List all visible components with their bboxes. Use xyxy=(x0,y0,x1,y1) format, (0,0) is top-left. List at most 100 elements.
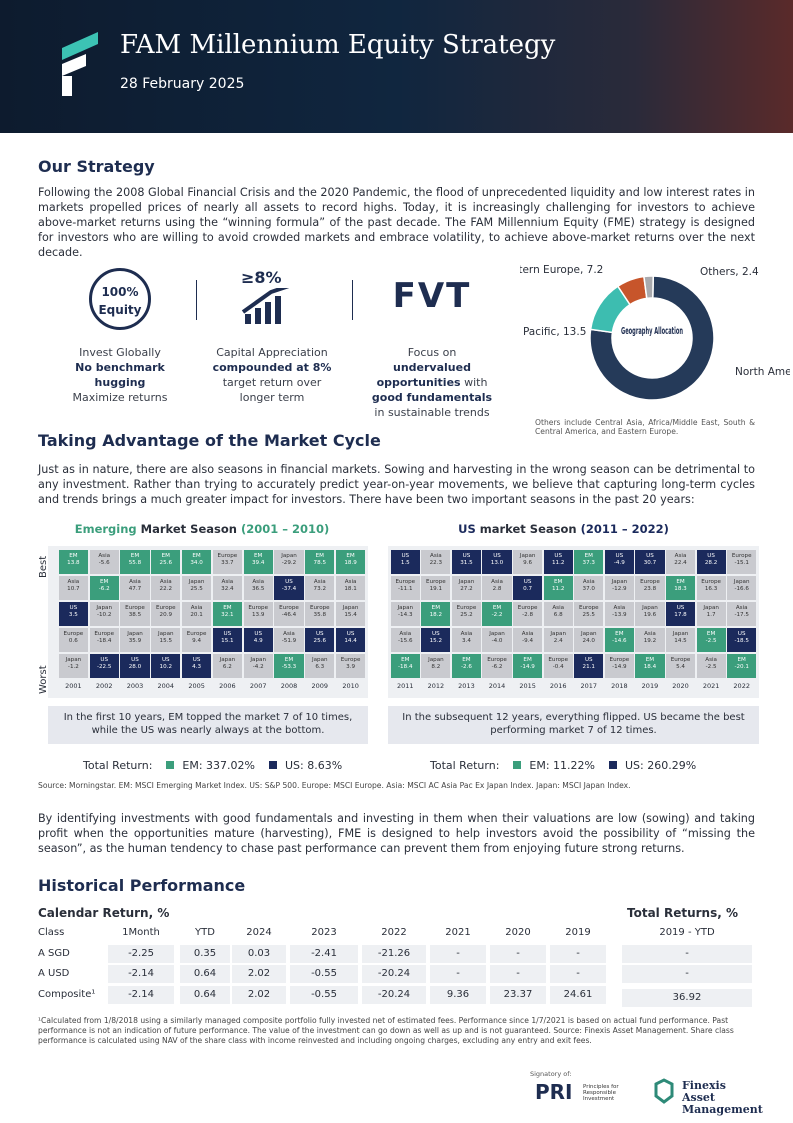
cell-label: Japan xyxy=(219,657,236,663)
table-cell: A SGD xyxy=(38,948,70,959)
cell-value: 1.5 xyxy=(400,560,410,566)
column-header: 2021 xyxy=(445,927,471,938)
table-cell: 23.37 xyxy=(490,986,546,1004)
best-label: Best xyxy=(38,555,49,578)
caption: In the first 10 years, EM topped the mar… xyxy=(48,706,368,744)
cell-label: Europe xyxy=(701,579,721,585)
cell-value: -2.5 xyxy=(705,638,717,644)
table-cell: - xyxy=(430,945,486,963)
cell: EM 18.9 xyxy=(335,550,366,574)
cell-value: 4.9 xyxy=(253,638,263,644)
cell: Asia 2.8 xyxy=(482,576,512,600)
year-label: 2022 xyxy=(733,682,750,690)
cell: Asia -13.9 xyxy=(604,602,634,626)
cell-label: Asia xyxy=(283,631,295,637)
company-logo xyxy=(654,1078,674,1104)
cell-value: 24.0 xyxy=(582,638,595,644)
cell-label: Asia xyxy=(521,631,534,637)
cell: US 30.7 xyxy=(635,550,665,574)
total-text: Total Return: xyxy=(430,759,500,772)
column-header: Class xyxy=(38,927,65,938)
text-segment: with xyxy=(460,376,488,389)
cell-label: Europe xyxy=(309,605,330,611)
subheading: Calendar Return, % xyxy=(38,906,170,920)
cell-label: Europe xyxy=(731,553,752,559)
cell-label: EM xyxy=(554,579,563,585)
cell-label: Japan xyxy=(519,553,536,559)
cell-value: 47.7 xyxy=(128,586,142,592)
table-cell: 0.64 xyxy=(180,986,230,1004)
cell-label: Japan xyxy=(281,553,297,559)
cell-value: -2.6 xyxy=(460,664,472,670)
cell-label: EM xyxy=(523,657,532,663)
cell: Japan -10.2 xyxy=(89,602,119,626)
table-cell: -20.24 xyxy=(362,986,426,1004)
cell-value: 78.5 xyxy=(313,560,327,566)
cell-label: Europe xyxy=(487,657,507,663)
cell-value: 13.9 xyxy=(251,612,265,618)
table-cell: 2.02 xyxy=(232,986,286,1004)
cell-label: Asia xyxy=(159,579,172,585)
text-segment: Focus on xyxy=(407,346,457,359)
cell-value: 20.9 xyxy=(159,612,173,618)
cell-label: EM xyxy=(431,605,441,611)
cell-label: Japan xyxy=(489,631,505,637)
column-header: YTD xyxy=(195,927,215,938)
cell-value: 5.4 xyxy=(676,664,685,670)
table-cell: 2.02 xyxy=(232,965,286,983)
cell-value: -29.2 xyxy=(281,560,297,566)
cell-label: Asia xyxy=(98,553,111,559)
cell-label: Japan xyxy=(96,605,112,611)
text-segment: Maximize returns xyxy=(72,391,168,404)
company: Finexis Asset Management xyxy=(682,1079,763,1116)
text-segment: undervalued opportunities xyxy=(376,361,471,389)
text-segment: compounded at 8% xyxy=(212,361,332,374)
table-cell: - xyxy=(490,965,546,983)
cell: Japan 1.7 xyxy=(696,602,726,626)
total-text: US: 8.63% xyxy=(285,759,343,772)
cell: Europe 20.9 xyxy=(151,602,181,626)
year-label: 2007 xyxy=(249,682,267,690)
cell-value: 18.3 xyxy=(674,586,687,592)
year-label: 2015 xyxy=(519,682,536,690)
cell-value: -10.2 xyxy=(96,612,112,618)
cell: Japan 27.2 xyxy=(451,576,482,600)
pillar-text: Focus on undervalued opportunities with … xyxy=(367,345,497,420)
slice-label: Asia Pacific, 13.5 xyxy=(520,326,586,338)
cell: EM -20.1 xyxy=(727,654,757,678)
cell-value: -14.9 xyxy=(612,664,627,670)
cell: Japan 35.9 xyxy=(120,628,150,652)
heading: Taking Advantage of the Market Cycle xyxy=(38,431,381,450)
cell-value: -9.4 xyxy=(522,638,534,644)
divider xyxy=(352,280,353,320)
cell-label: EM xyxy=(69,553,78,559)
cell: Asia 19.2 xyxy=(635,628,665,652)
cell-label: Europe xyxy=(456,605,477,611)
badge-text: ≥8% xyxy=(241,268,282,287)
cell-value: 73.2 xyxy=(313,586,327,592)
total-text: US: 260.29% xyxy=(625,759,697,772)
cell: US 14.4 xyxy=(335,628,366,652)
cell-label: EM xyxy=(492,605,502,611)
table-cell: - xyxy=(490,945,546,963)
column-header: 2022 xyxy=(381,927,407,938)
cell-value: 11.2 xyxy=(551,560,565,566)
cell-value: 4.3 xyxy=(192,664,202,670)
cell-value: -46.4 xyxy=(281,612,297,618)
cell-label: US xyxy=(131,657,139,663)
cell: US 25.6 xyxy=(305,628,335,652)
cell-value: 14.5 xyxy=(674,638,687,644)
table-cell: 0.35 xyxy=(180,945,230,963)
cell-value: -37.4 xyxy=(281,586,297,592)
cell-value: -2.5 xyxy=(705,664,717,670)
table-cell: 0.64 xyxy=(180,965,230,983)
cell: Japan 24.0 xyxy=(574,628,604,652)
year-label: 2017 xyxy=(580,682,598,690)
title-segment: US xyxy=(458,522,476,536)
total-text: Total Return: xyxy=(83,759,153,772)
cell: EM 34.0 xyxy=(181,550,212,574)
badge-text: FVT xyxy=(392,276,472,316)
cell-label: Japan xyxy=(672,631,689,637)
cell-value: 15.5 xyxy=(159,638,173,644)
cell: Asia 47.7 xyxy=(120,576,150,600)
